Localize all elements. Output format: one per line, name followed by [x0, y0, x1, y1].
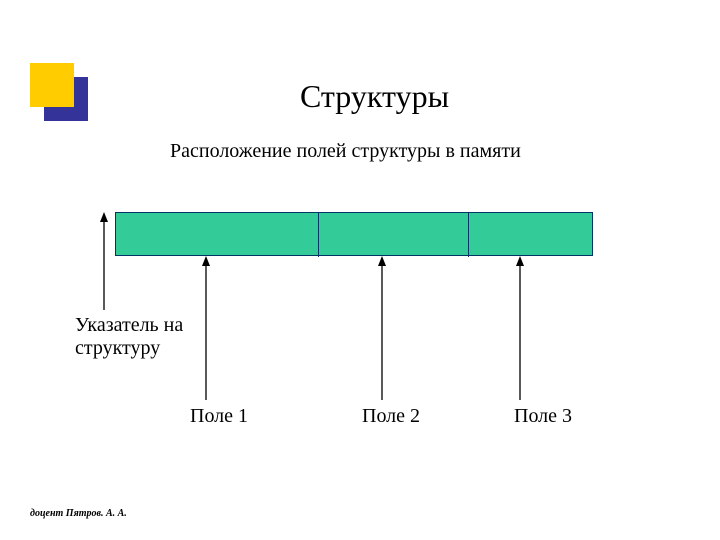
- decor-yellow-square: [30, 63, 74, 107]
- field2-label: Поле 2: [362, 405, 420, 428]
- memory-divider-1: [318, 213, 319, 257]
- memory-block: [115, 212, 593, 256]
- slide-title: Структуры: [300, 78, 449, 115]
- slide-footer: доцент Пятров. А. А.: [30, 508, 127, 519]
- pointer-label: Указатель на структуру: [75, 314, 183, 360]
- memory-divider-2: [468, 213, 469, 257]
- slide-subtitle: Расположение полей структуры в памяти: [170, 140, 521, 163]
- field3-label: Поле 3: [514, 405, 572, 428]
- field1-label: Поле 1: [190, 405, 248, 428]
